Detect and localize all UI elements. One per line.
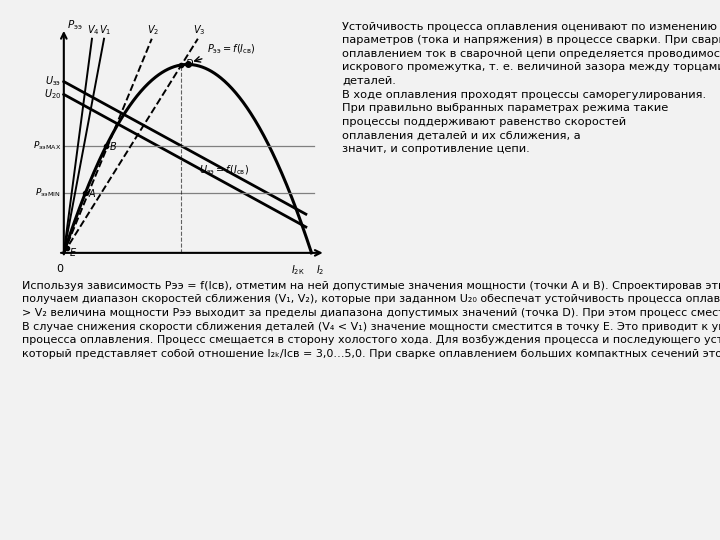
Text: $I_{\mathregular{2К}}$: $I_{\mathregular{2К}}$ bbox=[290, 264, 305, 278]
Text: A: A bbox=[89, 189, 96, 199]
Text: B: B bbox=[109, 142, 117, 152]
Text: $P_{\mathregular{ээMAX}}$: $P_{\mathregular{ээMAX}}$ bbox=[32, 139, 61, 152]
Text: D: D bbox=[186, 59, 193, 69]
Text: 0: 0 bbox=[56, 264, 63, 274]
Text: $U_{\mathregular{20}}$: $U_{\mathregular{20}}$ bbox=[44, 87, 61, 102]
Text: $U_{\mathregular{ээ}}=f(I_{\mathregular{св}})$: $U_{\mathregular{ээ}}=f(I_{\mathregular{… bbox=[199, 164, 249, 177]
Text: $I_{\mathregular{2}}$: $I_{\mathregular{2}}$ bbox=[316, 264, 324, 278]
Text: $P_{\mathregular{ээ}}$: $P_{\mathregular{ээ}}$ bbox=[67, 18, 82, 32]
Text: $P_{\mathregular{ээ}}=f(I_{\mathregular{св}})$: $P_{\mathregular{ээ}}=f(I_{\mathregular{… bbox=[207, 42, 256, 56]
Text: E: E bbox=[69, 248, 76, 258]
Text: $V_3$: $V_3$ bbox=[193, 23, 205, 37]
Text: Используя зависимость Pээ = f(Iсв), отметим на ней допустимые значения мощности : Используя зависимость Pээ = f(Iсв), отме… bbox=[22, 281, 720, 359]
Text: $P_{\mathregular{ээMIN}}$: $P_{\mathregular{ээMIN}}$ bbox=[35, 187, 61, 199]
Text: $U_{\mathregular{ээ}}$: $U_{\mathregular{ээ}}$ bbox=[45, 75, 61, 89]
Text: $V_2$: $V_2$ bbox=[147, 23, 159, 37]
Text: Устойчивость процесса оплавления оценивают по изменению электрических
параметров: Устойчивость процесса оплавления оценива… bbox=[342, 22, 720, 154]
Text: $V_1$: $V_1$ bbox=[99, 23, 112, 37]
Text: $V_4$: $V_4$ bbox=[87, 23, 99, 37]
